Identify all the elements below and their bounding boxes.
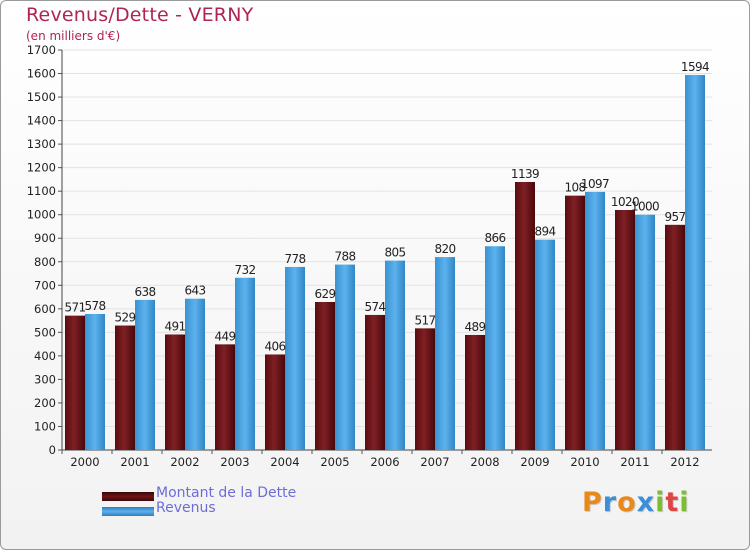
bar-dette [615, 210, 635, 450]
bar-revenus [585, 191, 605, 450]
x-tick-label: 2006 [370, 455, 399, 469]
legend-swatch-revenus [102, 507, 154, 516]
data-label: 866 [484, 231, 505, 245]
data-label: 489 [464, 320, 485, 334]
data-label: 643 [184, 284, 205, 298]
x-tick-label: 2001 [120, 455, 149, 469]
data-label: 517 [414, 313, 435, 327]
bar-revenus [535, 239, 555, 450]
y-tick-label: 1600 [27, 67, 56, 81]
chart-subtitle: (en milliers d'€) [26, 29, 121, 43]
bar-dette [165, 334, 185, 450]
y-tick-label: 500 [34, 325, 56, 339]
y-tick-label: 200 [34, 396, 56, 410]
bar-dette [415, 328, 435, 450]
x-tick-label: 2010 [570, 455, 599, 469]
y-tick-label: 1700 [27, 43, 56, 57]
bar-dette [315, 302, 335, 450]
chart-title: Revenus/Dette - VERNY [26, 4, 254, 26]
y-tick-label: 100 [34, 419, 56, 433]
y-tick-label: 1200 [27, 161, 56, 175]
y-tick-label: 1100 [27, 184, 56, 198]
x-tick-label: 2009 [520, 455, 549, 469]
logo-letter: P [582, 487, 603, 518]
y-tick-label: 400 [34, 349, 56, 363]
data-label: 578 [84, 299, 105, 313]
legend-label-revenus: Revenus [156, 500, 216, 516]
x-tick-label: 2007 [420, 455, 449, 469]
y-tick-label: 1300 [27, 137, 56, 151]
x-tick-label: 2012 [670, 455, 699, 469]
x-tick-label: 2005 [320, 455, 349, 469]
bar-dette [515, 182, 535, 450]
data-label: 1097 [581, 177, 609, 191]
bar-dette [365, 314, 385, 450]
bar-revenus [685, 74, 705, 451]
logo-letter: i [655, 487, 666, 518]
bar-revenus [385, 260, 405, 450]
bar-revenus [485, 246, 505, 450]
y-tick-label: 1000 [27, 208, 56, 222]
data-label: 788 [334, 250, 355, 264]
y-tick-label: 800 [34, 255, 56, 269]
bar-dette [565, 195, 585, 450]
proxiti-logo: Proxiti [582, 487, 690, 518]
data-label: 820 [434, 242, 455, 256]
bar-revenus [635, 214, 655, 450]
logo-letter: t [665, 487, 680, 518]
data-label: 491 [164, 319, 185, 333]
data-label: 571 [64, 301, 85, 315]
data-label: 629 [314, 287, 335, 301]
data-label: 449 [214, 329, 235, 343]
bar-dette [215, 344, 235, 450]
y-tick-label: 300 [34, 372, 56, 386]
x-tick-label: 2003 [220, 455, 249, 469]
data-label: 805 [384, 246, 405, 260]
data-label: 1139 [511, 167, 539, 181]
data-label: 1594 [681, 60, 709, 74]
logo-letter: x [636, 487, 656, 518]
logo-letter: o [617, 487, 637, 518]
y-tick-label: 1400 [27, 114, 56, 128]
y-tick-label: 0 [49, 443, 56, 457]
x-tick-label: 2008 [470, 455, 499, 469]
data-label: 406 [264, 339, 285, 353]
logo-letter: r [602, 487, 618, 518]
bar-revenus [435, 257, 455, 450]
bar-dette [65, 315, 85, 450]
x-tick-label: 2011 [620, 455, 649, 469]
bar-revenus [235, 277, 255, 450]
data-label: 529 [114, 311, 135, 325]
data-label: 638 [134, 285, 155, 299]
legend-swatch-dette [102, 492, 154, 501]
bar-revenus [285, 266, 305, 450]
x-tick-label: 2002 [170, 455, 199, 469]
bar-revenus [85, 314, 105, 450]
x-tick-label: 2000 [70, 455, 99, 469]
data-label: 108 [564, 181, 585, 195]
data-label: 957 [664, 210, 685, 224]
bar-revenus [185, 298, 205, 450]
bar-revenus [135, 299, 155, 450]
data-label: 894 [534, 225, 555, 239]
bar-dette [115, 325, 135, 450]
bar-dette [265, 354, 285, 450]
data-label: 732 [234, 263, 255, 277]
logo-letter: i [679, 487, 690, 518]
data-label: 1020 [611, 195, 639, 209]
bar-revenus [335, 264, 355, 450]
data-label: 1000 [631, 200, 659, 214]
data-label: 574 [364, 300, 385, 314]
bar-dette [665, 224, 685, 450]
y-tick-label: 1500 [27, 90, 56, 104]
bar-dette [465, 334, 485, 450]
y-tick-label: 900 [34, 231, 56, 245]
y-tick-label: 600 [34, 302, 56, 316]
y-tick-label: 700 [34, 278, 56, 292]
data-label: 778 [284, 252, 305, 266]
x-tick-label: 2004 [270, 455, 299, 469]
legend-label-dette: Montant de la Dette [156, 485, 297, 501]
